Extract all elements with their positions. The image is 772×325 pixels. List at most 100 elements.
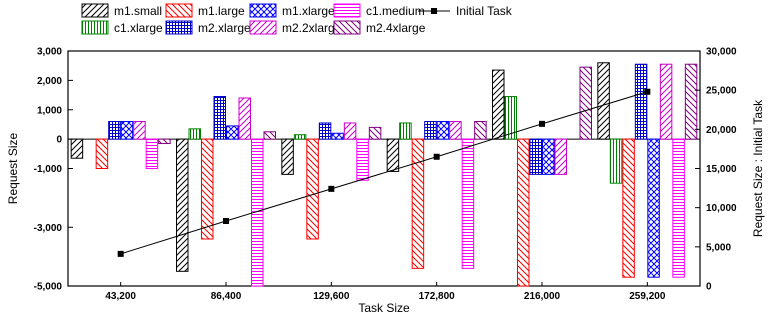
legend-label: m2.xlarge — [198, 21, 251, 35]
bar-group-216-000 — [492, 66, 592, 287]
bar-c1-medium-43-200 — [145, 138, 159, 169]
legend-swatch — [81, 3, 109, 18]
legend-item-c1-medium: c1.medium — [333, 3, 425, 18]
legend-swatch — [81, 20, 109, 35]
bar-m2-2xlarge-259-200 — [659, 63, 673, 140]
bar-group-129-600 — [281, 122, 382, 240]
bar-m1-small-129-600 — [281, 138, 294, 175]
x-tick-label: 129,600 — [313, 291, 350, 302]
legend-label: m1.large — [198, 4, 245, 18]
bar-m1-xlarge-43-200 — [120, 121, 134, 140]
y-tick-label: -3,000 — [34, 223, 63, 234]
y-tick-label: 1,000 — [37, 105, 62, 116]
bar-c1-xlarge-259-200 — [609, 138, 623, 184]
y2-tick-label: 0 — [706, 282, 712, 293]
x-tick-label: 172,800 — [419, 291, 456, 302]
legend-swatch — [333, 3, 361, 18]
bar-m1-small-216-000 — [492, 69, 505, 140]
legend-item-m1-small: m1.small — [81, 3, 162, 18]
bar-c1-medium-129-600 — [356, 138, 369, 181]
bar-m2-2xlarge-172-800 — [449, 121, 462, 140]
legend: m1.small m1.large m1.xlarge c1.medium c1.xla… — [81, 3, 513, 35]
y-tick-label: -5,000 — [34, 282, 63, 293]
axes-group: -5,000 -3,000 -1,000 0 1,000 2,000 3,000 0 5,000… — [6, 47, 765, 316]
legend-item-m2-4xlarge: m2.4xlarge — [333, 20, 426, 35]
bar-m1-large-259-200 — [622, 138, 635, 278]
legend-label: m2.4xlarge — [366, 21, 426, 35]
bar-m2-2xlarge-129-600 — [343, 122, 357, 140]
bar-m1-large-86-400 — [201, 138, 214, 240]
x-axis-title: Task Size — [358, 301, 410, 315]
x-tick-label: 86,400 — [211, 291, 242, 302]
line-point-216-000 — [539, 120, 545, 127]
legend-swatch — [333, 20, 361, 35]
y-tick-label: 3,000 — [37, 47, 62, 58]
bar-c1-xlarge-86-400 — [188, 128, 201, 140]
bar-m1-large-43-200 — [95, 138, 109, 169]
bar-m2-4xlarge-129-600 — [368, 126, 382, 140]
bar-m1-xlarge-216-000 — [542, 138, 555, 175]
bar-m1-small-172-800 — [386, 138, 400, 172]
legend-label: m2.2xlarge — [282, 21, 342, 35]
line-point-86-400 — [223, 217, 229, 224]
bar-c1-medium-259-200 — [672, 138, 685, 278]
y-tick-label: -1,000 — [34, 164, 63, 175]
bar-m2-4xlarge-86-400 — [263, 131, 276, 140]
bar-m1-small-259-200 — [597, 62, 610, 140]
bar-c1-xlarge-216-000 — [504, 96, 517, 140]
legend-item-m2-xlarge: m2.xlarge — [165, 20, 251, 35]
y2-tick-label: 15,000 — [706, 164, 737, 175]
line-series-group — [117, 88, 651, 257]
legend-item-c1-xlarge: c1.xlarge — [81, 20, 163, 35]
legend-label: m1.xlarge — [282, 4, 335, 18]
legend-swatch — [165, 20, 193, 35]
bar-m1-xlarge-86-400 — [226, 125, 239, 140]
bar-m2-2xlarge-86-400 — [238, 97, 251, 140]
bar-group-172-800 — [386, 121, 487, 269]
bar-m2-xlarge-86-400 — [213, 96, 226, 140]
line-point-259-200 — [644, 88, 651, 95]
y2-tick-label: 5,000 — [706, 242, 731, 253]
bar-m2-4xlarge-43-200 — [158, 138, 171, 145]
legend-label: c1.medium — [366, 4, 425, 18]
y-tick-label: 0 — [56, 135, 62, 146]
bar-m2-4xlarge-216-000 — [579, 66, 592, 140]
bar-c1-medium-172-800 — [461, 138, 475, 269]
bar-m1-xlarge-172-800 — [436, 121, 450, 140]
legend-label: m1.small — [114, 4, 162, 18]
bar-m1-small-43-200 — [70, 138, 84, 159]
bar-m2-xlarge-172-800 — [424, 121, 437, 140]
y2-axis-title: Request Size : Initial Task — [751, 99, 765, 237]
line-initial-task — [120, 91, 648, 255]
bar-m2-xlarge-216-000 — [529, 138, 542, 175]
bar-m2-4xlarge-259-200 — [684, 63, 698, 140]
bar-m1-large-216-000 — [517, 138, 530, 287]
bar-m2-4xlarge-172-800 — [474, 121, 487, 140]
bar-m2-xlarge-43-200 — [108, 121, 121, 140]
line-point-43-200 — [117, 250, 124, 257]
y2-tick-label: 30,000 — [706, 47, 737, 58]
legend-swatch — [249, 3, 277, 18]
bar-m1-xlarge-259-200 — [647, 138, 660, 278]
bar-m2-xlarge-259-200 — [634, 63, 648, 140]
bar-m1-small-86-400 — [176, 138, 189, 272]
bar-c1-xlarge-172-800 — [399, 122, 412, 140]
x-tick-label: 259,200 — [629, 291, 666, 302]
legend-label: Initial Task — [456, 4, 513, 18]
bar-c1-medium-86-400 — [251, 138, 264, 287]
bar-m1-large-172-800 — [411, 138, 425, 269]
legend-item-m2-2xlarge: m2.2xlarge — [249, 20, 342, 35]
legend-label: c1.xlarge — [114, 21, 163, 35]
line-point-129-600 — [328, 185, 335, 192]
x-tick-label: 216,000 — [524, 291, 561, 302]
bar-c1-xlarge-129-600 — [293, 134, 307, 140]
bar-group-86-400 — [176, 96, 276, 287]
legend-swatch — [165, 3, 193, 18]
y-tick-label: 2,000 — [37, 76, 62, 87]
bar-m2-xlarge-129-600 — [318, 122, 332, 140]
y2-tick-label: 10,000 — [706, 203, 737, 214]
x-tick-label: 43,200 — [105, 291, 136, 302]
bar-m2-2xlarge-216-000 — [554, 138, 567, 175]
